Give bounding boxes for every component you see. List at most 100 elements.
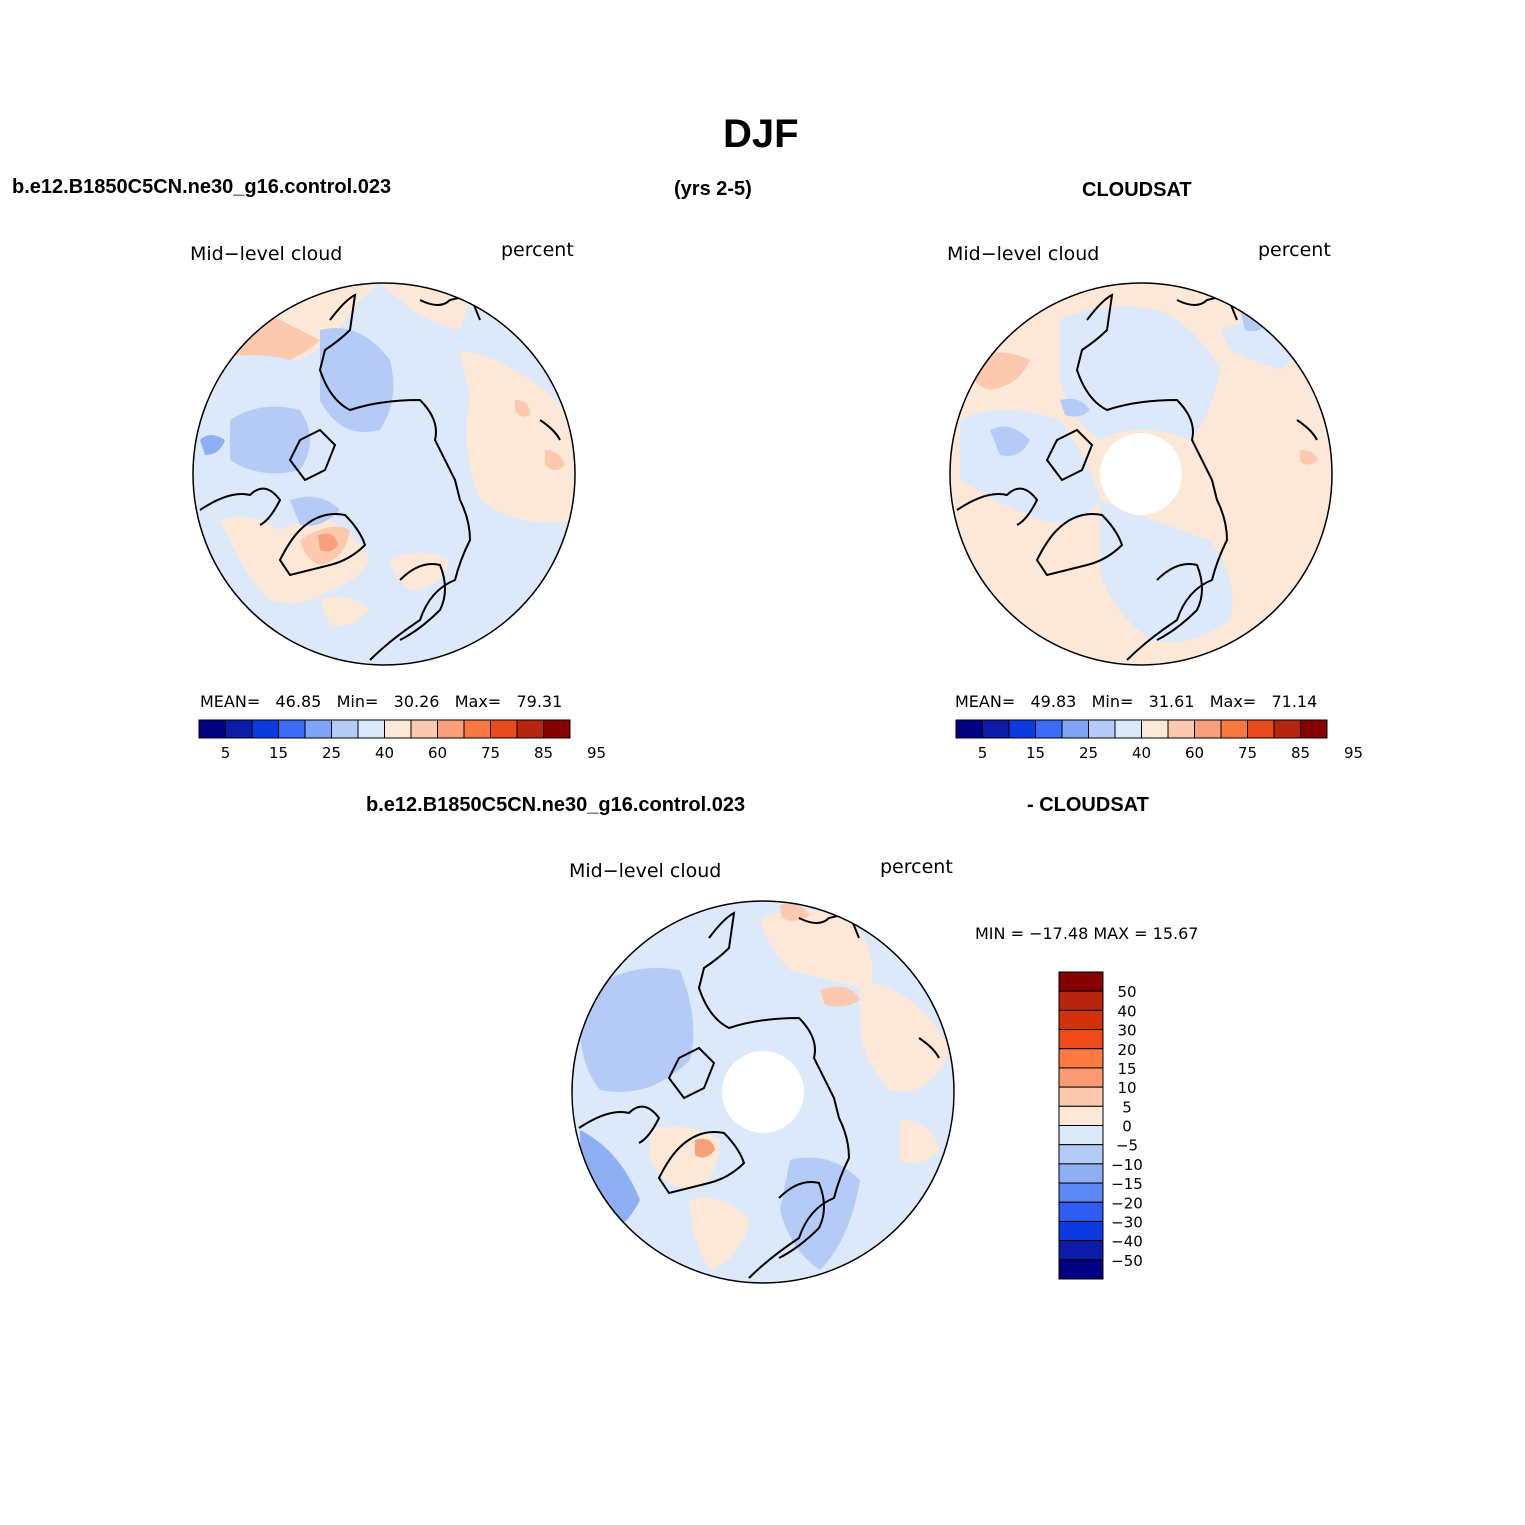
model-colorbar-box xyxy=(384,719,412,739)
diff-colorbar-label: 10 xyxy=(1117,1079,1136,1097)
diff-colorbar-box xyxy=(1058,1163,1104,1184)
diff-colorbar-label: −5 xyxy=(1116,1137,1138,1155)
model-mean-label: MEAN= xyxy=(200,692,261,711)
diff-variable-label: Mid−level cloud xyxy=(569,860,722,882)
model-mean-value: 46.85 xyxy=(275,692,322,711)
diff-colorbar-box xyxy=(1058,990,1104,1011)
diff-obs-name-label: - CLOUDSAT xyxy=(1027,794,1149,816)
model-colorbar-label: 5 xyxy=(221,744,231,762)
obs-stats: MEAN= 49.83 Min= 31.61 Max= 71.14 xyxy=(955,692,1317,711)
obs-min-label: Min= xyxy=(1091,692,1134,711)
model-polar-map xyxy=(192,282,576,666)
obs-colorbar-box xyxy=(1167,719,1195,739)
obs-max-label: Max= xyxy=(1209,692,1257,711)
diff-colorbar-label: −30 xyxy=(1111,1213,1143,1231)
model-stats: MEAN= 46.85 Min= 30.26 Max= 79.31 xyxy=(200,692,562,711)
model-variable-label: Mid−level cloud xyxy=(190,243,343,265)
diff-colorbar-label: −50 xyxy=(1111,1252,1143,1270)
diff-units-label: percent xyxy=(880,856,953,878)
obs-colorbar-box xyxy=(955,719,983,739)
obs-colorbar-label: 95 xyxy=(1344,744,1363,762)
diff-colorbar-box xyxy=(1058,1201,1104,1222)
obs-colorbar-box xyxy=(1008,719,1036,739)
model-colorbar-label: 40 xyxy=(375,744,394,762)
model-colorbar-label: 25 xyxy=(322,744,341,762)
model-colorbar-box xyxy=(251,719,279,739)
diff-colorbar-label: 50 xyxy=(1117,983,1136,1001)
model-colorbar-box xyxy=(198,719,226,739)
obs-variable-label: Mid−level cloud xyxy=(947,243,1100,265)
diff-polar-map xyxy=(571,900,955,1284)
diff-colorbar-box xyxy=(1058,1048,1104,1069)
obs-colorbar-box xyxy=(1114,719,1142,739)
obs-polar-map xyxy=(949,282,1333,666)
obs-colorbar-label: 60 xyxy=(1185,744,1204,762)
diff-colorbar-box xyxy=(1058,1009,1104,1031)
model-colorbar-box xyxy=(225,719,253,739)
obs-colorbar-label: 5 xyxy=(978,744,988,762)
obs-colorbar-box xyxy=(1300,719,1328,739)
diff-colorbar-box xyxy=(1058,1144,1104,1165)
model-colorbar-box xyxy=(516,719,544,739)
diff-colorbar-label: 20 xyxy=(1117,1041,1136,1059)
obs-units-label: percent xyxy=(1258,239,1331,261)
diff-colorbar-box xyxy=(1058,1220,1104,1242)
diff-colorbar-box xyxy=(1058,1086,1104,1107)
model-colorbar: 5 15 25 40 60 75 85 95 xyxy=(198,719,606,762)
model-min-value: 30.26 xyxy=(393,692,440,711)
figure-title: DJF xyxy=(723,112,799,156)
model-colorbar-label: 15 xyxy=(269,744,288,762)
diff-colorbar-box xyxy=(1058,1125,1104,1146)
obs-colorbar-box xyxy=(1220,719,1248,739)
model-colorbar-label: 60 xyxy=(428,744,447,762)
model-min-label: Min= xyxy=(336,692,379,711)
obs-colorbar: 5 15 25 40 60 75 85 95 xyxy=(955,719,1363,762)
diff-colorbar-label: 5 xyxy=(1122,1098,1132,1116)
obs-colorbar-box xyxy=(982,719,1010,739)
diff-colorbar-box xyxy=(1058,1105,1104,1126)
model-colorbar-box xyxy=(304,719,332,739)
model-colorbar-label: 95 xyxy=(587,744,606,762)
model-colorbar-box xyxy=(278,719,306,739)
case-name-label: b.e12.B1850C5CN.ne30_g16.control.023 xyxy=(12,176,392,198)
obs-min-value: 31.61 xyxy=(1148,692,1195,711)
model-colorbar-box xyxy=(410,719,438,739)
obs-colorbar-label: 40 xyxy=(1132,744,1151,762)
diff-minmax-label: MIN = −17.48 MAX = 15.67 xyxy=(975,924,1199,943)
obs-colorbar-box xyxy=(1194,719,1222,739)
diff-colorbar-box xyxy=(1058,1240,1104,1261)
obs-colorbar-label: 25 xyxy=(1079,744,1098,762)
diff-missing-data-hole xyxy=(722,1051,804,1133)
obs-colorbar-box xyxy=(1035,719,1063,739)
obs-colorbar-box xyxy=(1088,719,1116,739)
diff-colorbar-label: 0 xyxy=(1122,1118,1132,1136)
diff-colorbar-label: −40 xyxy=(1111,1233,1143,1251)
model-max-value: 79.31 xyxy=(516,692,563,711)
model-colorbar-box xyxy=(437,719,465,739)
obs-colorbar-label: 85 xyxy=(1291,744,1310,762)
obs-colorbar-box xyxy=(1061,719,1089,739)
diff-colorbar-box xyxy=(1058,1259,1104,1280)
diff-colorbar-label: −15 xyxy=(1111,1175,1143,1193)
obs-missing-data-hole xyxy=(1100,433,1182,515)
model-colorbar-box xyxy=(357,719,385,739)
diff-coastlines xyxy=(578,911,940,1279)
obs-colorbar-label: 75 xyxy=(1238,744,1257,762)
obs-name-label: CLOUDSAT xyxy=(1082,179,1192,201)
model-colorbar-box xyxy=(543,719,571,739)
diff-colorbar-label: −10 xyxy=(1111,1156,1143,1174)
diff-colorbar-label: 40 xyxy=(1117,1002,1136,1020)
obs-colorbar-label: 15 xyxy=(1026,744,1045,762)
diff-colorbar-box xyxy=(1058,1182,1104,1203)
model-colorbar-box xyxy=(463,719,491,739)
diff-colorbar-box xyxy=(1058,1029,1104,1050)
diff-colorbar-box xyxy=(1058,1067,1104,1088)
obs-coastlines xyxy=(956,293,1318,661)
model-coastlines xyxy=(199,293,561,661)
model-colorbar-box xyxy=(331,719,359,739)
diff-colorbar-label: 30 xyxy=(1117,1022,1136,1040)
diff-case-name-label: b.e12.B1850C5CN.ne30_g16.control.023 xyxy=(366,794,746,816)
obs-mean-label: MEAN= xyxy=(955,692,1016,711)
